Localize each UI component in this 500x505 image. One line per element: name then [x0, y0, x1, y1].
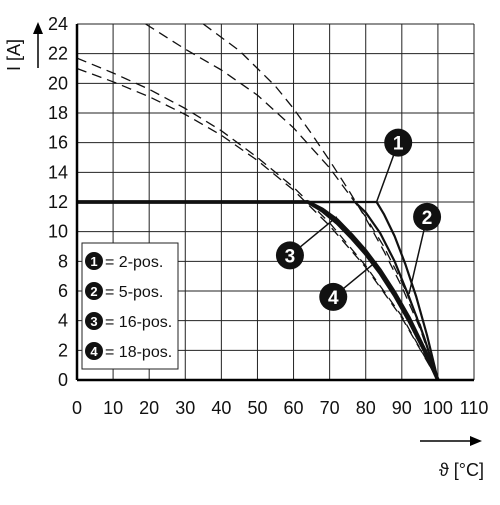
y-tick-label: 10: [48, 222, 68, 242]
y-tick-label: 22: [48, 44, 68, 64]
legend-label: = 18-pos.: [105, 344, 172, 361]
callout-badge-4: [319, 282, 348, 311]
x-tick-label: 80: [356, 398, 376, 418]
callout-badge-3: [275, 241, 304, 270]
series-line-1-solid: [77, 200, 439, 381]
callout-number-2: 2: [422, 208, 433, 229]
x-tick-label: 20: [139, 398, 159, 418]
axes: [33, 22, 482, 446]
legend-marker-number: 4: [90, 344, 98, 359]
callout-number-1: 1: [393, 134, 404, 155]
y-tick-label: 18: [48, 103, 68, 123]
callout-number-3: 3: [285, 246, 296, 267]
x-tick-label: 0: [72, 398, 82, 418]
x-tick-label: 10: [103, 398, 123, 418]
y-tick-label: 2: [58, 340, 68, 360]
series-line-2-dashed: [202, 23, 439, 381]
y-tick-label: 14: [48, 162, 68, 182]
callout-badge-1: [384, 128, 413, 157]
legend-label: = 5-pos.: [105, 284, 163, 301]
legend-marker-number: 2: [90, 284, 97, 299]
y-tick-label: 0: [58, 370, 68, 390]
legend-label: = 16-pos.: [105, 314, 172, 331]
legend-marker-number: 3: [90, 314, 97, 329]
y-tick-label: 4: [58, 311, 68, 331]
x-axis-arrow-head: [470, 436, 482, 446]
x-tick-label: 100: [423, 398, 453, 418]
x-tick-label: 90: [392, 398, 412, 418]
y-tick-label: 24: [48, 14, 68, 34]
x-tick-label: 60: [284, 398, 304, 418]
y-tick-label: 20: [48, 73, 68, 93]
x-axis-label: ϑ [°C]: [439, 460, 484, 480]
y-tick-label: 6: [58, 281, 68, 301]
y-tick-label: 12: [48, 192, 68, 212]
legend-marker-number: 1: [90, 254, 97, 269]
series-line-4-solid: [77, 200, 440, 381]
series-line-4-dashed: [76, 67, 439, 381]
x-tick-label: 110: [460, 398, 489, 418]
tick-labels: 0 10 20 30 40 50 60 70 80 90 100 110024681012141618…: [48, 14, 488, 418]
y-axis-arrow-head: [33, 22, 43, 34]
x-tick-label: 40: [211, 398, 231, 418]
legend-marker-3: [85, 312, 103, 330]
y-axis-label: I [A]: [4, 39, 24, 71]
callouts: 1 2 3 4: [275, 128, 442, 311]
series-line-3-dashed: [76, 57, 439, 381]
legend-marker-2: [85, 282, 103, 300]
solid-curves: [77, 200, 440, 381]
x-tick-label: 50: [247, 398, 267, 418]
legend-marker-4: [85, 342, 103, 360]
y-tick-label: 8: [58, 251, 68, 271]
series-line-2-solid: [77, 200, 439, 381]
callout-number-4: 4: [328, 288, 339, 309]
legend-label: = 2-pos.: [105, 254, 163, 271]
legend-marker-1: [85, 252, 103, 270]
legend: 1 = 2-pos. 2 = 5-pos. 3 = 16-pos. 4 = 18-pos.: [81, 242, 179, 370]
x-tick-label: 30: [175, 398, 195, 418]
callout-badge-2: [413, 202, 442, 231]
x-tick-label: 70: [320, 398, 340, 418]
y-tick-label: 16: [48, 133, 68, 153]
